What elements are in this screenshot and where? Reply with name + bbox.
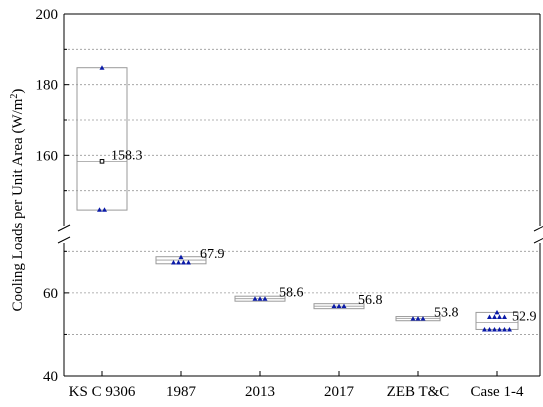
x-category-label: 1987 — [166, 384, 197, 400]
data-point — [410, 316, 416, 321]
data-point — [331, 303, 337, 309]
data-point — [492, 314, 497, 319]
data-point — [494, 309, 500, 315]
y-tick-label: 180 — [36, 78, 59, 94]
data-point — [502, 326, 507, 332]
mean-marker — [99, 159, 105, 164]
box — [76, 67, 128, 211]
axis-break-right — [533, 225, 543, 244]
data-point — [178, 254, 184, 260]
mean-value-label: 52.9 — [512, 309, 537, 324]
data-point — [492, 326, 497, 332]
data-point — [171, 260, 176, 265]
mean-value-label: 58.6 — [279, 286, 304, 301]
y-tick-label: 160 — [36, 148, 59, 164]
x-category-label: KS C 9306 — [69, 384, 136, 400]
data-point — [97, 207, 102, 212]
data-point — [487, 326, 492, 332]
data-point — [420, 316, 426, 321]
data-point — [497, 326, 502, 332]
ticks: 160 180 200 40 60 — [36, 7, 498, 385]
data-point — [415, 316, 421, 321]
mean-value-label: 67.9 — [200, 247, 225, 262]
data-point — [102, 207, 107, 212]
axes — [57, 13, 543, 377]
data-point — [186, 260, 191, 265]
y-tick-label: 60 — [43, 286, 58, 302]
data-point — [497, 314, 502, 319]
mean-value-label: 53.8 — [434, 306, 459, 321]
data-point — [482, 326, 487, 332]
x-category-label: 2017 — [324, 384, 355, 400]
data-point — [176, 260, 181, 265]
data-point — [262, 296, 268, 301]
gridlines — [64, 48, 540, 335]
data-point — [502, 314, 507, 319]
data-point — [336, 303, 342, 309]
mean-value-label: 56.8 — [358, 293, 383, 308]
data-point — [487, 314, 492, 319]
x-category-label: ZEB T&C — [387, 384, 450, 400]
data-point — [181, 260, 186, 265]
y-tick-label: 200 — [36, 7, 59, 23]
y-tick-label: 40 — [43, 369, 58, 385]
boxes — [76, 65, 519, 332]
data-point — [99, 65, 105, 70]
data-point — [257, 296, 263, 301]
y-axis-label: Cooling Loads per Unit Area (W/m2) — [9, 89, 27, 312]
labels: KS C 9306 1987 2013 2017 ZEB T&C Case 1-4 158.… — [69, 148, 537, 400]
mean-value-label: 158.3 — [111, 148, 143, 163]
data-point — [341, 303, 347, 309]
x-category-label: Case 1-4 — [471, 384, 524, 400]
data-point — [252, 296, 258, 301]
data-point — [507, 326, 512, 332]
axis-break-left — [57, 224, 71, 244]
x-category-label: 2013 — [245, 384, 275, 400]
